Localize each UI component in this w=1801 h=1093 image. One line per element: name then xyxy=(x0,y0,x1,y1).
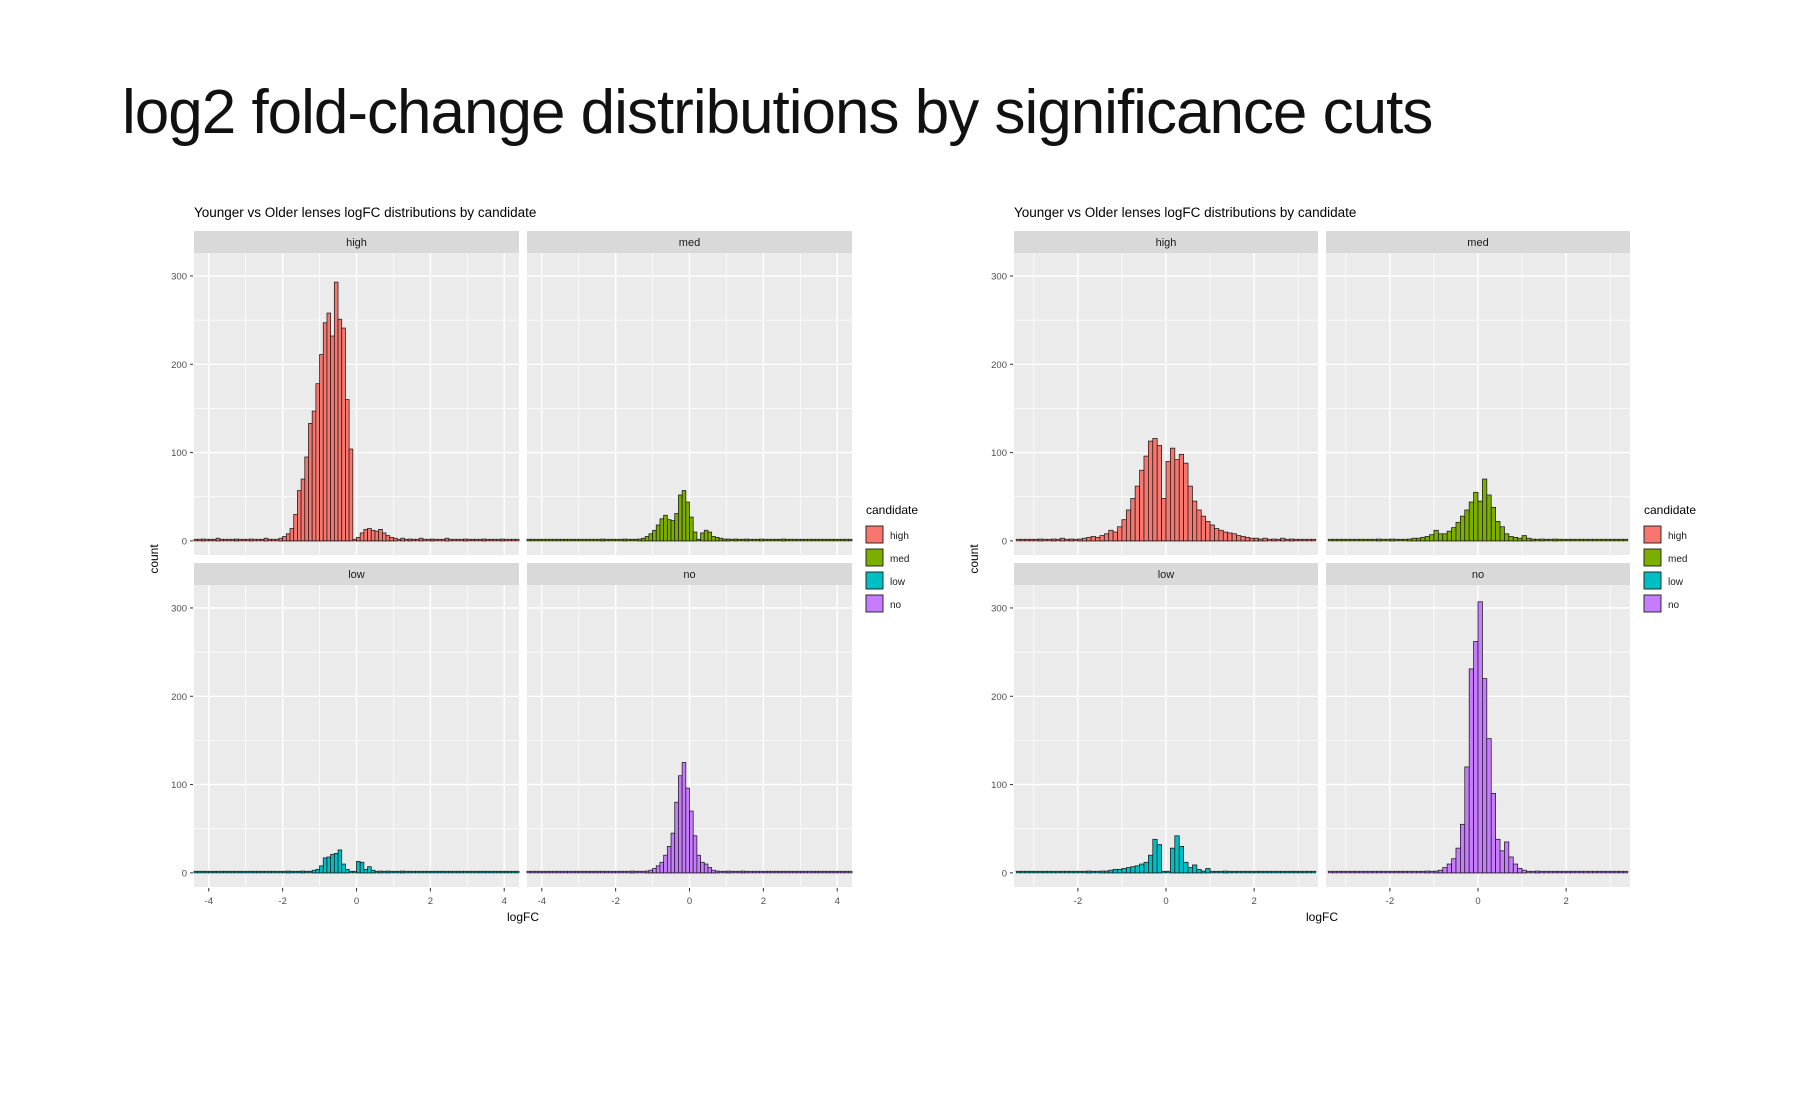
ggplot-figure: Younger vs Older lenses logFC distributi… xyxy=(968,205,1696,924)
legend: candidate high med low no xyxy=(1643,503,1696,613)
facet-strip-high xyxy=(1014,231,1318,254)
legend-label-no: no xyxy=(1668,600,1680,611)
y-tick-label: 300 xyxy=(171,604,187,615)
facet-strip-low xyxy=(1014,563,1318,586)
facet-strip-label: no xyxy=(683,569,695,581)
legend-key-low xyxy=(865,571,884,590)
legend-label-low: low xyxy=(890,577,906,588)
legend-label-med: med xyxy=(890,554,909,565)
y-tick-label: 300 xyxy=(991,272,1007,283)
x-tick-label: 0 xyxy=(1475,896,1480,907)
legend-title: candidate xyxy=(1644,503,1696,517)
y-tick-label: 100 xyxy=(171,780,187,791)
x-tick-label: 2 xyxy=(428,896,433,907)
facet-strip-label: low xyxy=(348,569,365,581)
facet-strip-high xyxy=(194,231,519,254)
legend-label-med: med xyxy=(1668,554,1687,565)
legend-label-low: low xyxy=(1668,577,1684,588)
legend-key-no xyxy=(865,594,884,613)
legend-key-low xyxy=(1643,571,1662,590)
y-tick-label: 0 xyxy=(1002,868,1007,879)
legend: candidate high med low no xyxy=(865,503,918,613)
facet-strip-label: low xyxy=(1158,569,1175,581)
slide-title: log2 fold-change distributions by signif… xyxy=(122,78,1433,147)
x-tick-label: -4 xyxy=(205,896,213,907)
y-tick-label: 100 xyxy=(171,448,187,459)
y-tick-label: 300 xyxy=(991,604,1007,615)
x-axis-title: logFC xyxy=(507,910,539,924)
chart-left: Younger vs Older lenses logFC distributi… xyxy=(148,197,966,927)
facet-strip-label: no xyxy=(1472,569,1484,581)
y-tick-label: 300 xyxy=(171,272,187,283)
x-tick-label: -4 xyxy=(538,896,546,907)
legend-key-no xyxy=(1643,594,1662,613)
facet-strip-low xyxy=(194,563,519,586)
histogram-high xyxy=(193,281,520,542)
legend-key-med xyxy=(865,548,884,567)
histogram-no xyxy=(1327,601,1629,874)
facet-strip-no xyxy=(527,563,852,586)
y-tick-label: 200 xyxy=(991,360,1007,371)
y-tick-label: 100 xyxy=(991,448,1007,459)
histogram-med xyxy=(1327,478,1629,542)
x-tick-label: 2 xyxy=(1251,896,1256,907)
histogram-no xyxy=(526,762,853,874)
x-tick-label: 4 xyxy=(835,896,840,907)
x-tick-label: -2 xyxy=(611,896,619,907)
y-axis-title: count xyxy=(968,544,981,574)
facet-strip-label: med xyxy=(1467,237,1488,249)
facet-strip-label: high xyxy=(346,237,367,249)
y-tick-label: 200 xyxy=(991,692,1007,703)
x-tick-label: 0 xyxy=(354,896,359,907)
y-tick-label: 200 xyxy=(171,692,187,703)
histogram-low xyxy=(1015,835,1317,874)
facet-strip-no xyxy=(1326,563,1630,586)
chart-right: Younger vs Older lenses logFC distributi… xyxy=(968,197,1744,927)
figure-title: Younger vs Older lenses logFC distributi… xyxy=(194,205,536,220)
y-tick-label: 0 xyxy=(182,536,187,547)
legend-label-high: high xyxy=(890,531,909,542)
legend-key-high xyxy=(865,525,884,544)
facet-strip-med xyxy=(527,231,852,254)
figure-title: Younger vs Older lenses logFC distributi… xyxy=(1014,205,1356,220)
legend-key-high xyxy=(1643,525,1662,544)
histogram-high xyxy=(1015,438,1317,542)
legend-label-no: no xyxy=(890,600,902,611)
legend-title: candidate xyxy=(866,503,918,517)
x-tick-label: 2 xyxy=(1563,896,1568,907)
facet-strip-label: med xyxy=(679,237,700,249)
histogram-low xyxy=(193,849,520,874)
y-tick-label: 100 xyxy=(991,780,1007,791)
x-tick-label: 0 xyxy=(1163,896,1168,907)
y-tick-label: 200 xyxy=(171,360,187,371)
x-tick-label: 0 xyxy=(687,896,692,907)
x-tick-label: 4 xyxy=(502,896,507,907)
charts-row: Younger vs Older lenses logFC distributi… xyxy=(148,197,1801,927)
x-axis-title: logFC xyxy=(1306,910,1338,924)
histogram-med xyxy=(526,490,853,542)
y-axis-title: count xyxy=(148,544,161,574)
x-tick-label: -2 xyxy=(1074,896,1082,907)
x-tick-label: -2 xyxy=(278,896,286,907)
legend-key-med xyxy=(1643,548,1662,567)
x-tick-label: -2 xyxy=(1386,896,1394,907)
ggplot-figure: Younger vs Older lenses logFC distributi… xyxy=(148,205,918,924)
facet-strip-med xyxy=(1326,231,1630,254)
y-tick-label: 0 xyxy=(182,868,187,879)
legend-label-high: high xyxy=(1668,531,1687,542)
x-tick-label: 2 xyxy=(761,896,766,907)
y-tick-label: 0 xyxy=(1002,536,1007,547)
facet-strip-label: high xyxy=(1156,237,1177,249)
